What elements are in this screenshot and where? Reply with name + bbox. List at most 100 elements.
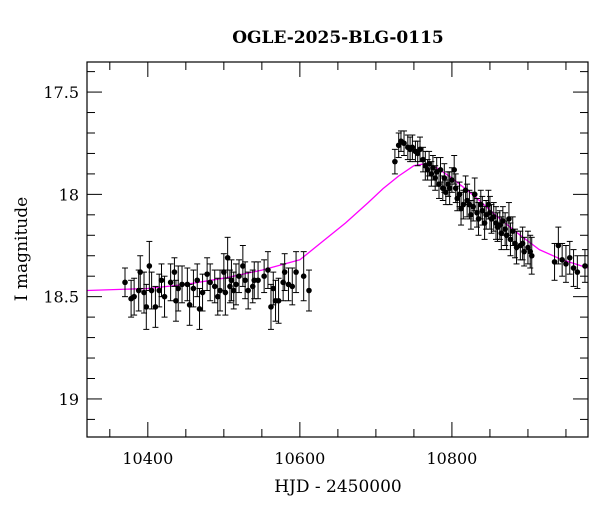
data-point (446, 171, 453, 206)
point-marker (300, 273, 307, 279)
point-marker (175, 285, 182, 292)
point-marker (458, 205, 464, 212)
data-point (528, 236, 535, 275)
data-point (458, 191, 465, 226)
point-marker (242, 277, 248, 284)
x-tick-label: 10800 (426, 449, 477, 468)
data-point (559, 242, 566, 277)
point-marker (230, 287, 237, 294)
point-marker (131, 293, 137, 300)
point-marker (446, 185, 453, 192)
data-point (272, 279, 279, 322)
data-point (196, 287, 203, 330)
data-point (441, 163, 448, 193)
point-marker (464, 197, 470, 204)
data-point (264, 251, 271, 289)
point-marker (122, 279, 128, 286)
point-marker (156, 287, 163, 294)
data-point (261, 259, 268, 294)
data-point (281, 253, 288, 292)
point-marker (152, 304, 159, 310)
data-point (391, 148, 398, 175)
x-axis-label: HJD - 2450000 (274, 477, 402, 497)
point-marker (171, 269, 178, 275)
point-marker (240, 263, 246, 269)
point-marker (211, 283, 218, 290)
data-point (275, 277, 282, 324)
data-point (190, 269, 197, 308)
point-marker (454, 195, 461, 202)
data-point (479, 195, 486, 226)
point-marker (222, 289, 229, 296)
data-point (143, 283, 150, 330)
point-marker (417, 146, 423, 153)
data-point (122, 267, 129, 298)
data-point (204, 257, 211, 292)
data-point (551, 242, 558, 281)
point-marker (441, 175, 448, 181)
point-marker (293, 269, 299, 275)
point-marker (217, 287, 223, 294)
point-marker (443, 189, 449, 196)
data-point (293, 251, 300, 294)
data-point (207, 263, 214, 302)
point-marker (563, 261, 569, 267)
data-point (135, 269, 142, 312)
data-point (186, 283, 193, 326)
point-marker (173, 297, 179, 304)
data-point (267, 283, 274, 330)
point-marker (436, 181, 442, 187)
point-marker (449, 177, 455, 183)
point-marker (528, 252, 535, 259)
data-point (131, 277, 138, 316)
data-point (486, 195, 493, 230)
data-point (233, 263, 240, 306)
data-point (172, 279, 179, 322)
point-marker (143, 304, 150, 310)
point-marker (190, 285, 197, 292)
data-point (224, 236, 231, 279)
point-marker (414, 150, 421, 157)
data-point (555, 226, 562, 265)
plot-frame (86, 61, 589, 438)
point-marker (289, 283, 296, 290)
point-marker (255, 277, 261, 284)
point-marker (471, 191, 478, 198)
data-point (507, 222, 514, 257)
data-point (437, 157, 444, 183)
data-point (255, 261, 262, 300)
point-marker (426, 160, 432, 167)
point-marker (148, 287, 155, 294)
point-marker (245, 287, 251, 294)
point-marker (158, 277, 165, 284)
point-marker (161, 293, 168, 300)
point-marker (275, 297, 282, 304)
y-tick-label: 17.5 (43, 83, 79, 102)
axis-ticks (87, 62, 588, 437)
point-marker (265, 267, 271, 273)
point-marker (409, 144, 416, 151)
data-point (395, 132, 402, 159)
point-marker (261, 273, 267, 279)
data-point (570, 249, 577, 287)
point-marker (179, 281, 185, 288)
data-point (300, 251, 307, 302)
point-marker (141, 289, 147, 296)
y-axis-label: I magnitude (12, 197, 32, 301)
data-point (562, 245, 569, 283)
point-marker (199, 289, 206, 296)
data-point (152, 285, 159, 328)
point-marker (236, 273, 242, 279)
y-tick-label: 19 (59, 390, 79, 409)
data-point (521, 236, 528, 267)
data-point (161, 275, 168, 318)
chart-title: OGLE-2025-BLG-0115 (232, 28, 444, 48)
data-point (416, 136, 423, 163)
data-point (574, 255, 581, 289)
point-marker (451, 167, 457, 173)
point-marker (551, 259, 558, 265)
point-marker (401, 140, 407, 147)
data-points-group (122, 130, 588, 330)
data-point (464, 183, 471, 218)
